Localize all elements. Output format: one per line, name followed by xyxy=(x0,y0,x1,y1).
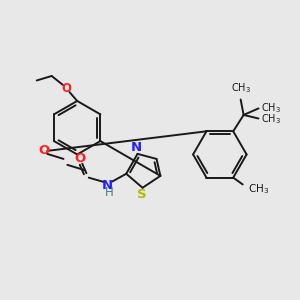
Text: O: O xyxy=(38,144,49,158)
Text: O: O xyxy=(61,82,71,95)
Text: H: H xyxy=(105,186,113,199)
Text: CH$_3$: CH$_3$ xyxy=(262,112,281,126)
Text: O: O xyxy=(74,152,85,165)
Text: N: N xyxy=(130,141,142,154)
Text: CH$_3$: CH$_3$ xyxy=(262,101,281,115)
Text: N: N xyxy=(102,178,113,192)
Text: CH$_3$: CH$_3$ xyxy=(248,182,269,196)
Text: CH$_3$: CH$_3$ xyxy=(231,81,251,95)
Text: S: S xyxy=(137,188,147,201)
